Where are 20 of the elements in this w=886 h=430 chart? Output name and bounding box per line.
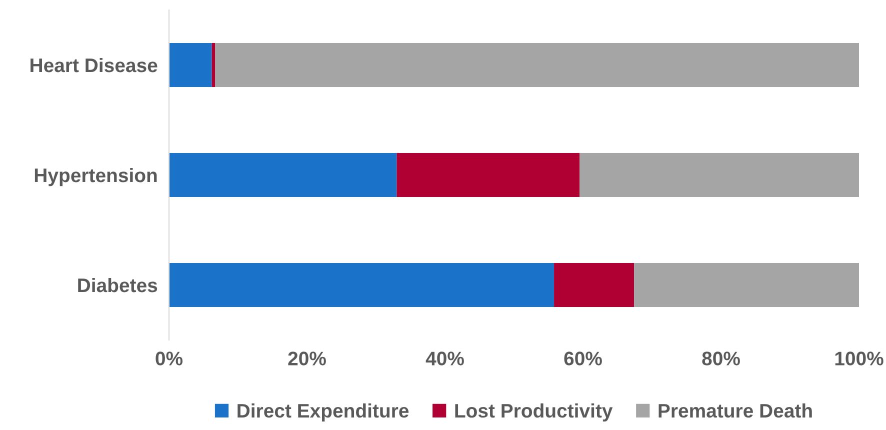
bar	[169, 263, 554, 307]
legend-label: Direct Expenditure	[238, 403, 409, 422]
bar	[169, 43, 212, 87]
x-tick-label: 20%	[288, 352, 326, 366]
bar	[580, 153, 859, 197]
x-tick-label: 40%	[426, 352, 464, 366]
bar	[169, 153, 397, 197]
x-tick-label: 0%	[156, 352, 183, 366]
x-tick-label: 60%	[564, 352, 602, 366]
y-tick-label: Diabetes	[78, 278, 158, 292]
y-tick-label: Heart Disease	[30, 58, 158, 72]
legend-label: Premature Death	[658, 403, 812, 418]
bar	[215, 43, 859, 87]
bar	[396, 153, 580, 197]
x-tick-label: 100%	[835, 352, 884, 366]
bar	[554, 263, 634, 307]
x-tick-label: 80%	[702, 352, 740, 366]
legend-label: Lost Productivity	[455, 403, 613, 422]
y-tick-label: Hypertension	[34, 168, 157, 186]
bar	[634, 263, 859, 307]
